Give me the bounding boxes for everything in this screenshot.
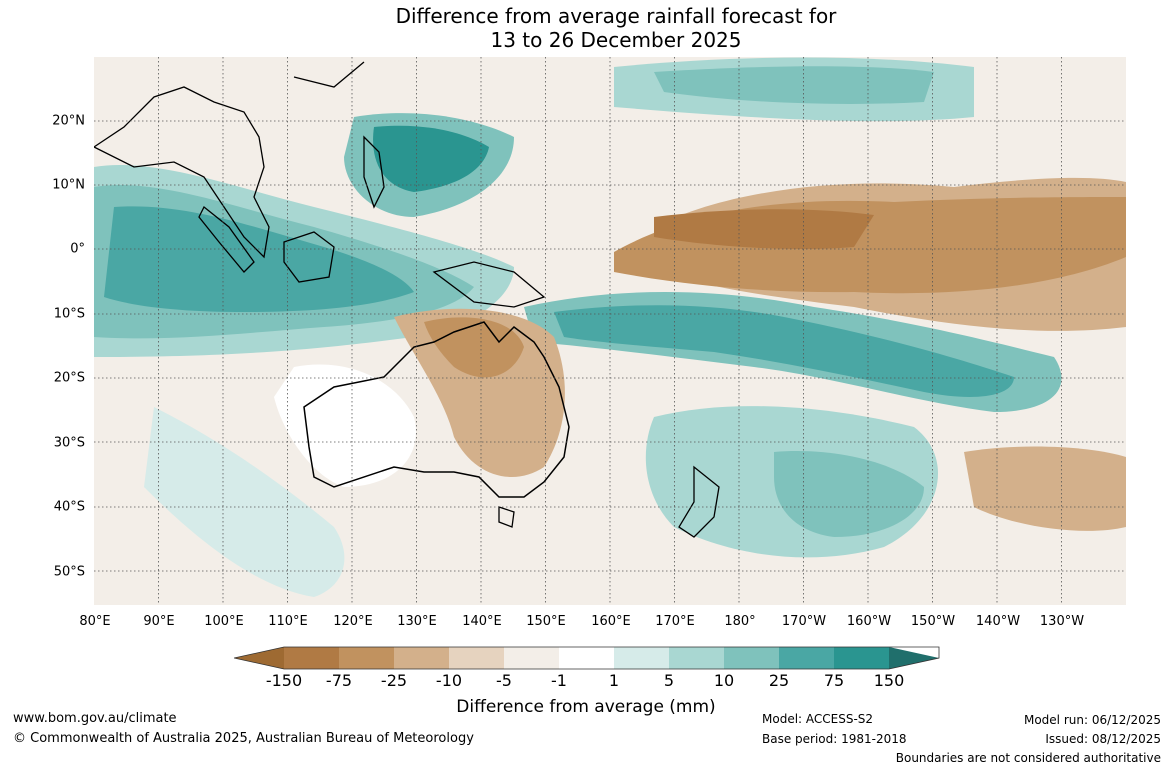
colorbar-tick: 25 <box>768 671 790 690</box>
new-zealand-coastline <box>678 465 720 538</box>
model-name: Model: ACCESS-S2 <box>762 712 874 726</box>
asia-coastline <box>94 86 270 259</box>
colorbar-min-arrow <box>234 647 284 669</box>
philippines-coastline <box>363 135 385 209</box>
colorbar-tick: -5 <box>496 671 512 690</box>
lon-label: 140°E <box>462 614 502 629</box>
lon-label: 110°E <box>268 614 308 629</box>
lon-label: 90°E <box>143 614 175 629</box>
pacific-dry-core <box>654 209 874 249</box>
lat-label: 20°N <box>52 113 85 129</box>
base-period: Base period: 1981-2018 <box>762 732 907 746</box>
australia-coastline <box>303 321 570 498</box>
lon-label: 150°W <box>910 614 956 629</box>
website-link[interactable]: www.bom.gov.au/climate <box>13 711 177 726</box>
map-canvas <box>94 57 1126 605</box>
colorbar-tick: -1 <box>551 671 567 690</box>
lon-label: 120°E <box>333 614 373 629</box>
title-line-2: 13 to 26 December 2025 <box>490 28 742 52</box>
colorbar-tick: -10 <box>435 671 463 690</box>
lon-label: 170°W <box>781 614 827 629</box>
boundary-disclaimer: Boundaries are not considered authoritat… <box>895 751 1161 765</box>
southern-indian-wet <box>144 407 345 597</box>
lon-label: 130°W <box>1039 614 1085 629</box>
issued-date: Issued: 08/12/2025 <box>1045 732 1161 746</box>
copyright-notice: © Commonwealth of Australia 2025, Austra… <box>13 731 474 746</box>
lat-label: 10°N <box>52 177 85 193</box>
borneo-coastline <box>283 231 335 283</box>
colorbar-segment <box>339 647 394 669</box>
model-run-date: Model run: 06/12/2025 <box>1023 713 1161 727</box>
wa-near-average <box>274 364 416 487</box>
colorbar-tick: -25 <box>380 671 408 690</box>
colorbar-max-arrow <box>889 647 939 669</box>
colorbar <box>234 646 940 670</box>
colorbar-tick: 10 <box>713 671 735 690</box>
map-title: Difference from average rainfall forecas… <box>0 4 1173 52</box>
lon-label: 80°E <box>79 614 111 629</box>
lon-label: 180° <box>724 614 756 629</box>
rainfall-anomaly-map <box>94 57 1126 605</box>
colorbar-tick: -75 <box>325 671 353 690</box>
new-guinea-coastline <box>432 261 546 308</box>
lon-label: 130°E <box>397 614 437 629</box>
colorbar-segment <box>449 647 504 669</box>
colorbar-segment <box>669 647 724 669</box>
title-line-1: Difference from average rainfall forecas… <box>395 4 837 28</box>
lon-label: 170°E <box>655 614 695 629</box>
lat-label: 10°S <box>53 306 85 322</box>
lon-label: 160°W <box>846 614 892 629</box>
tasmania-coastline <box>498 506 515 528</box>
southeast-pacific-dry <box>964 446 1126 531</box>
lon-label: 150°E <box>526 614 566 629</box>
colorbar-segment <box>559 647 614 669</box>
colorbar-segment <box>834 647 889 669</box>
colorbar-tick: 75 <box>823 671 845 690</box>
colorbar-tick: -150 <box>265 671 303 690</box>
lon-label: 140°W <box>975 614 1021 629</box>
colorbar-segment <box>394 647 449 669</box>
colorbar-tick: 150 <box>873 671 905 690</box>
colorbar-segment <box>284 647 339 669</box>
colorbar-tick: 1 <box>608 671 620 690</box>
lat-label: 40°S <box>53 499 85 515</box>
lat-label: 20°S <box>53 370 85 386</box>
colorbar-label: Difference from average (mm) <box>456 697 716 717</box>
colorbar-segment <box>614 647 669 669</box>
colorbar-segment <box>504 647 559 669</box>
colorbar-segment <box>724 647 779 669</box>
sumatra-coastline <box>198 205 255 273</box>
colorbar-segment <box>779 647 834 669</box>
lat-label: 0° <box>70 241 85 257</box>
lon-label: 100°E <box>204 614 244 629</box>
lat-label: 30°S <box>53 435 85 451</box>
graticule <box>94 57 1126 605</box>
colorbar-tick: 5 <box>663 671 675 690</box>
lon-label: 160°E <box>591 614 631 629</box>
lat-label: 50°S <box>53 564 85 580</box>
